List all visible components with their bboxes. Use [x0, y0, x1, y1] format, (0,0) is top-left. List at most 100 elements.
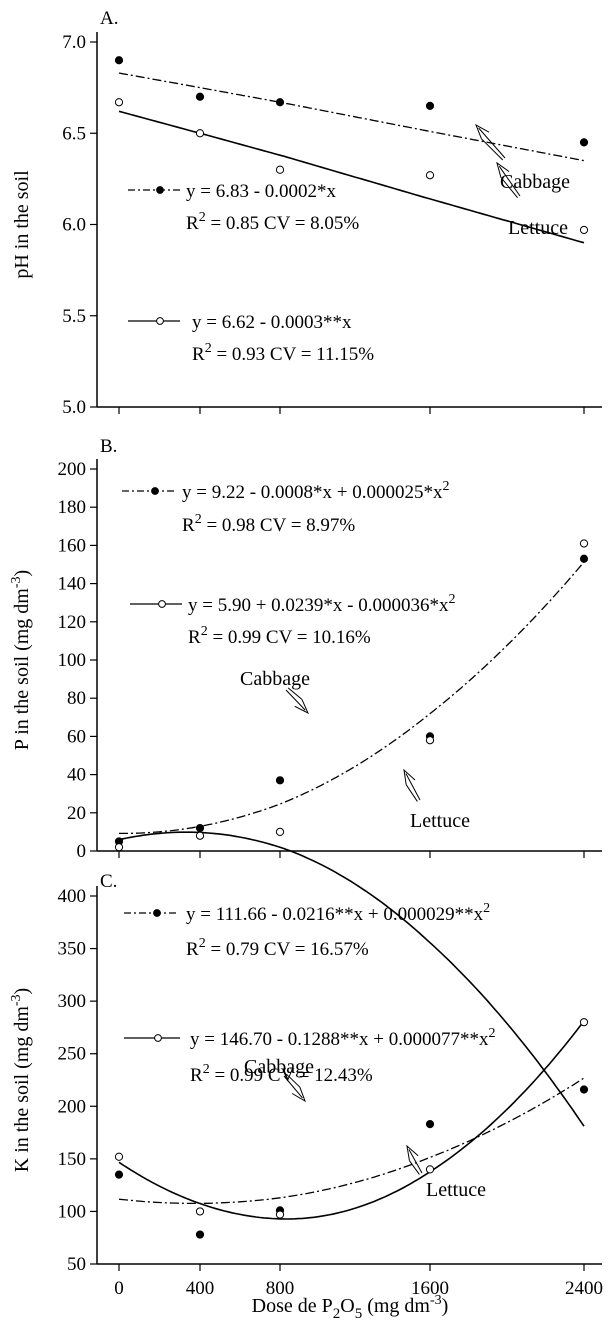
- data-point-lettuce: [195, 129, 205, 138]
- panel-label: C.: [100, 871, 117, 892]
- annotation-arrow: [496, 161, 521, 199]
- data-point-cabbage: [195, 92, 205, 101]
- annotation-arrow: [403, 768, 421, 802]
- data-point-lettuce: [114, 1152, 124, 1161]
- data-point-lettuce: [275, 827, 285, 837]
- y-tick-label: 150: [58, 1149, 87, 1170]
- data-point-lettuce: [579, 225, 589, 235]
- legend-marker-lettuce: [158, 600, 166, 608]
- regression-equation: y = 111.66 - 0.0216**x + 0.000029**x2: [186, 901, 490, 925]
- panel-c: C. 50 100 150 200 250 300 350 400 K in the soil (…: [9, 871, 602, 1275]
- data-point-lettuce: [195, 1207, 205, 1216]
- regression-equation: y = 6.62 - 0.0003**x: [192, 312, 352, 333]
- y-axis-label: pH in the soil: [11, 170, 33, 279]
- data-point-lettuce: [579, 1018, 589, 1027]
- y-tick-label: 100: [58, 650, 87, 671]
- y-tick-label: 350: [58, 939, 87, 960]
- y-tick-label: 6.5: [62, 123, 86, 144]
- panel-label: A.: [100, 8, 118, 29]
- y-tick-label: 140: [58, 574, 87, 595]
- legend-marker-cabbage: [153, 909, 161, 917]
- r-squared-cv-text: R2 = 0.79 CV = 16.57%: [186, 936, 369, 960]
- data-point-cabbage: [425, 101, 435, 110]
- data-point-lettuce: [114, 843, 124, 852]
- data-point-cabbage: [275, 98, 285, 107]
- data-point-cabbage: [275, 776, 285, 785]
- y-tick-label: 250: [58, 1044, 87, 1065]
- y-tick-label: 100: [58, 1201, 87, 1222]
- r-squared-cv-text: R2 = 0.98 CV = 8.97%: [182, 512, 355, 536]
- data-point-lettuce: [195, 831, 205, 840]
- y-tick-label: 7.0: [62, 32, 86, 53]
- data-point-lettuce: [425, 736, 435, 745]
- data-point-cabbage: [579, 138, 589, 147]
- y-tick-label: 5.5: [62, 306, 86, 327]
- regression-equation: y = 146.70 - 0.1288**x + 0.000077**x2: [190, 1026, 496, 1050]
- y-tick-label: 200: [58, 459, 87, 480]
- data-point-cabbage: [114, 56, 124, 65]
- y-tick-label: 200: [58, 1096, 87, 1117]
- panel-label: B.: [100, 436, 117, 457]
- curve-label-lettuce: Lettuce: [410, 810, 470, 832]
- x-tick-label: 1600: [411, 1278, 449, 1299]
- x-axis-label: Dose de P2O5 (mg dm-3): [252, 1293, 449, 1321]
- y-tick-label: 180: [58, 497, 87, 518]
- y-tick-label: 40: [67, 765, 86, 786]
- curve-label-cabbage: Cabbage: [240, 668, 310, 690]
- y-tick-label: 6.0: [62, 215, 86, 236]
- y-tick-label: 160: [58, 535, 87, 556]
- y-axis-label: P in the soil (mg dm-3): [9, 570, 33, 750]
- data-point-cabbage: [195, 1230, 205, 1239]
- y-tick-label: 80: [67, 688, 86, 709]
- data-point-lettuce: [114, 98, 124, 107]
- legend-marker-cabbage: [151, 487, 159, 495]
- r-squared-cv-text: R2 = 0.93 CV = 11.15%: [192, 341, 374, 365]
- data-point-lettuce: [425, 171, 435, 180]
- data-point-cabbage: [114, 1170, 124, 1179]
- data-point-lettuce: [425, 1165, 435, 1174]
- y-tick-label: 300: [58, 991, 87, 1012]
- curve-label-lettuce: Lettuce: [508, 217, 568, 239]
- y-tick-label: 400: [58, 886, 87, 907]
- fit-line-cabbage: [118, 1077, 585, 1205]
- fit-line-lettuce: [118, 1020, 585, 1220]
- curve-label-cabbage: Cabbage: [244, 1056, 314, 1078]
- y-tick-label: 5.0: [62, 397, 86, 418]
- regression-equation: y = 9.22 - 0.0008*x + 0.000025*x2: [182, 479, 450, 503]
- regression-equation: y = 5.90 + 0.0239*x - 0.000036*x2: [188, 592, 456, 616]
- x-tick-label: 400: [186, 1278, 215, 1299]
- y-tick-label: 20: [67, 803, 86, 824]
- r-squared-cv-text: R2 = 0.85 CV = 8.05%: [186, 210, 359, 234]
- y-tick-label: 60: [67, 726, 86, 747]
- data-point-lettuce: [275, 165, 285, 174]
- annotation-arrow: [475, 123, 506, 161]
- r-squared-cv-text: R2 = 0.99 CV = 10.16%: [188, 624, 371, 648]
- x-tick-label: 800: [266, 1278, 295, 1299]
- data-point-cabbage: [579, 554, 589, 563]
- x-tick-label: 0: [114, 1278, 124, 1299]
- panel-a: A. 5.0 5.5 6.0 6.5 7.0 pH in the soil y = 6.83 …: [11, 8, 602, 418]
- fit-line-cabbage: [118, 72, 585, 162]
- panel-b: B. 0 20 40 60 80 100 120 140 160 180 200 P in the so…: [9, 436, 602, 1127]
- curve-label-lettuce: Lettuce: [426, 1179, 486, 1201]
- x-tick-label: 2400: [565, 1278, 603, 1299]
- data-point-lettuce: [275, 1210, 285, 1219]
- annotation-arrow: [406, 1144, 423, 1175]
- data-point-lettuce: [579, 539, 589, 548]
- annotation-arrow: [283, 1073, 306, 1103]
- y-tick-label: 0: [77, 841, 87, 862]
- data-point-cabbage: [579, 1085, 589, 1094]
- r-squared-cv-text: R2 = 0.99 CV = 12.43%: [190, 1062, 373, 1086]
- y-tick-label: 120: [58, 612, 87, 633]
- curve-label-cabbage: Cabbage: [500, 171, 570, 193]
- regression-equation: y = 6.83 - 0.0002*x: [186, 181, 337, 202]
- y-axis-label: K in the soil (mg dm-3): [9, 988, 33, 1172]
- legend-marker-cabbage: [156, 186, 164, 194]
- y-tick-label: 50: [67, 1254, 86, 1275]
- annotation-arrow: [285, 687, 310, 715]
- legend-marker-lettuce: [154, 1034, 162, 1042]
- legend-marker-lettuce: [156, 317, 164, 325]
- data-point-cabbage: [425, 1120, 435, 1129]
- data-point-cabbage: [195, 823, 205, 833]
